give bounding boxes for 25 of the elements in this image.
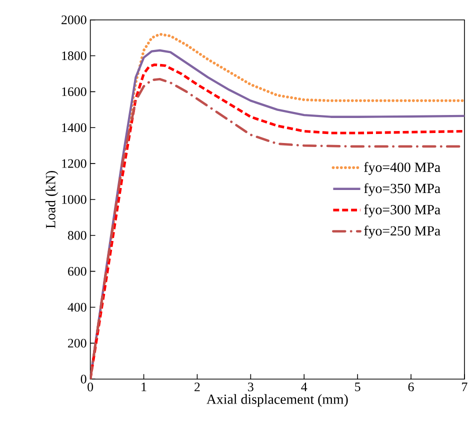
x-axis-title: Axial displacement (mm) [206, 394, 348, 407]
y-tick-label: 1200 [62, 159, 86, 168]
y-tick-label: 1000 [62, 195, 86, 204]
x-tick-label: 1 [142, 382, 146, 392]
x-tick-label: 3 [248, 382, 254, 392]
y-tick-label: 1400 [62, 123, 86, 132]
x-tick-label: 5 [355, 382, 360, 392]
x-tick-label: 6 [408, 382, 414, 392]
y-tick-label: 200 [68, 339, 86, 348]
y-tick-label: 800 [68, 231, 86, 240]
x-tick-label: 0 [88, 382, 94, 392]
y-tick-label: 2000 [62, 16, 86, 24]
y-tick-label: 600 [68, 267, 86, 276]
legend-label: fyo=350 MPa [364, 183, 440, 196]
legend-label: fyo=300 MPa [364, 204, 440, 218]
legend-label: fyo=250 MPa [364, 226, 440, 239]
y-tick-label: 400 [68, 303, 86, 312]
y-tick-label: 1600 [62, 88, 86, 96]
x-tick-label: 2 [194, 382, 200, 392]
y-tick-label: 1800 [62, 52, 86, 60]
x-tick-label: 7 [462, 382, 468, 392]
legend-label: fyo=400 MPa [364, 162, 440, 176]
y-axis-title: Load (kN) [46, 171, 58, 228]
y-tick-label: 0 [80, 374, 86, 384]
x-tick-label: 4 [301, 382, 308, 392]
